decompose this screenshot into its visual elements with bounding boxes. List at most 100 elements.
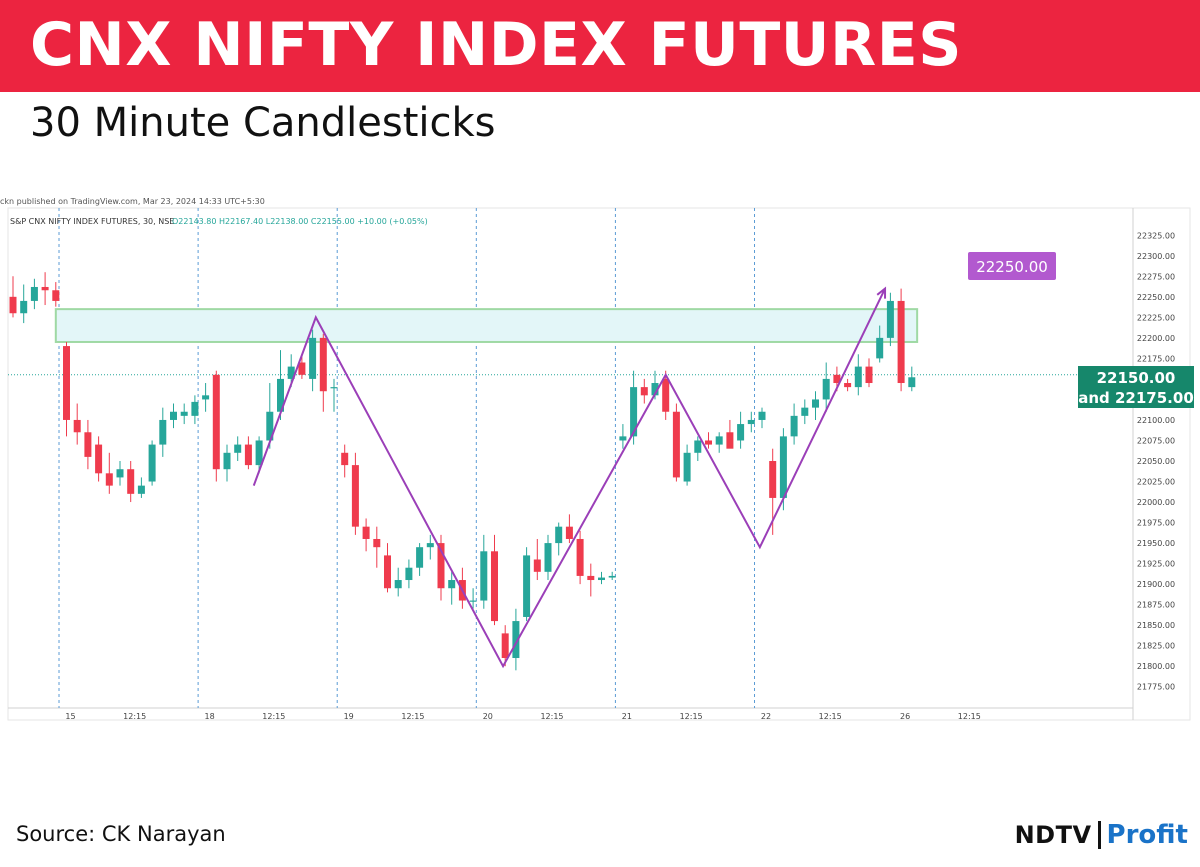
candle-body [737, 424, 745, 441]
candle-body [523, 555, 531, 617]
candle-body [854, 366, 862, 388]
y-tick-label: 22175.00 [1137, 354, 1175, 363]
candle [52, 282, 60, 307]
candle-body [202, 395, 210, 400]
candle [405, 559, 413, 589]
candle-body [619, 436, 627, 441]
candle-body [234, 444, 242, 453]
y-tick-label: 22000.00 [1137, 498, 1175, 507]
x-tick-label: 12:15 [401, 712, 424, 721]
candle [341, 444, 349, 478]
candle [801, 399, 809, 425]
candle [384, 543, 391, 593]
y-axis: 22325.00 22300.00 22275.00 22250.00 22225.00… [1137, 231, 1175, 691]
candle-body [501, 633, 509, 659]
candle-body [362, 526, 370, 539]
logo-profit: Profit [1106, 820, 1188, 850]
candle-body [908, 377, 916, 388]
candle [501, 625, 509, 667]
ohlc-readout: O22143.80 H22167.40 L22138.00 C22155.00 … [172, 217, 428, 226]
candle [234, 436, 242, 461]
candle-body [715, 436, 723, 445]
candle-body [544, 543, 552, 572]
candle [159, 407, 167, 457]
candle [9, 276, 17, 318]
symbol-label: S&P CNX NIFTY INDEX FUTURES, 30, NSE [10, 217, 174, 226]
candle [437, 534, 445, 601]
candle [790, 403, 798, 445]
zigzag-arrowhead [876, 286, 887, 299]
candle [705, 432, 712, 449]
candle [180, 403, 188, 425]
x-tick-label: 12:15 [123, 712, 146, 721]
candle [737, 411, 745, 449]
candle-body [437, 543, 445, 589]
x-tick-label: 26 [900, 712, 910, 721]
candle [876, 325, 884, 363]
y-tick-label: 21975.00 [1137, 519, 1175, 528]
candle-body [330, 387, 338, 389]
y-tick-label: 22275.00 [1137, 272, 1175, 281]
candles [9, 272, 916, 671]
candle-body [480, 551, 488, 601]
candle-body [105, 473, 113, 486]
callout-right-line1: 22150.00 [1097, 369, 1176, 387]
candle-body [694, 440, 702, 453]
candle-body [20, 300, 28, 314]
candle [726, 419, 734, 449]
candle [191, 395, 199, 425]
candle [491, 534, 498, 626]
candle [426, 534, 434, 560]
candle-body [555, 526, 563, 544]
candle-body [662, 378, 670, 412]
candle-body [244, 444, 252, 466]
candle [63, 341, 70, 437]
x-tick-label: 12:15 [819, 712, 842, 721]
candle [747, 411, 755, 433]
source-note: Source: CK Narayan [16, 822, 226, 846]
x-tick-label: 18 [205, 712, 215, 721]
callout-22150-22175: 22150.00 and 22175.00 [1078, 366, 1194, 408]
y-tick-label: 21775.00 [1137, 683, 1175, 692]
candle [330, 378, 338, 412]
x-axis: 15 12:15 18 12:15 19 12:15 20 12:15 21 12:15 22 12:… [65, 712, 980, 721]
candle [469, 588, 477, 609]
candle [662, 370, 670, 420]
candle-body [405, 567, 413, 581]
y-tick-label: 21800.00 [1137, 662, 1175, 671]
y-tick-label: 22250.00 [1137, 293, 1175, 302]
candle-body [287, 366, 295, 379]
candle [148, 440, 156, 486]
candle-body [576, 538, 584, 576]
candle-body [73, 419, 81, 433]
candle [416, 543, 424, 576]
candle [640, 378, 648, 404]
candle [576, 530, 584, 585]
candle [908, 366, 916, 392]
y-tick-label: 21925.00 [1137, 560, 1175, 569]
y-tick-label: 22200.00 [1137, 334, 1175, 343]
candle-body [876, 337, 884, 359]
candle [865, 358, 873, 388]
session-separators [7, 207, 1191, 721]
candle-body [705, 440, 712, 445]
candle-body [533, 559, 541, 572]
candle-body [298, 362, 306, 375]
candle [223, 444, 231, 482]
resistance-zone [54, 308, 919, 343]
candle [608, 571, 616, 581]
candle-body [630, 387, 638, 437]
candle-body [137, 485, 145, 494]
candle-body [491, 551, 498, 622]
callout-top-text: 22250.00 [976, 258, 1048, 276]
candle [822, 362, 830, 412]
candle-body [148, 444, 156, 482]
candle [619, 424, 627, 449]
x-tick-label: 12:15 [958, 712, 981, 721]
candle-body [341, 452, 349, 466]
candle-body [448, 580, 456, 589]
candle-body [394, 580, 402, 589]
candle-body [608, 575, 616, 578]
y-tick-label: 22025.00 [1137, 478, 1175, 487]
candle [212, 370, 220, 482]
